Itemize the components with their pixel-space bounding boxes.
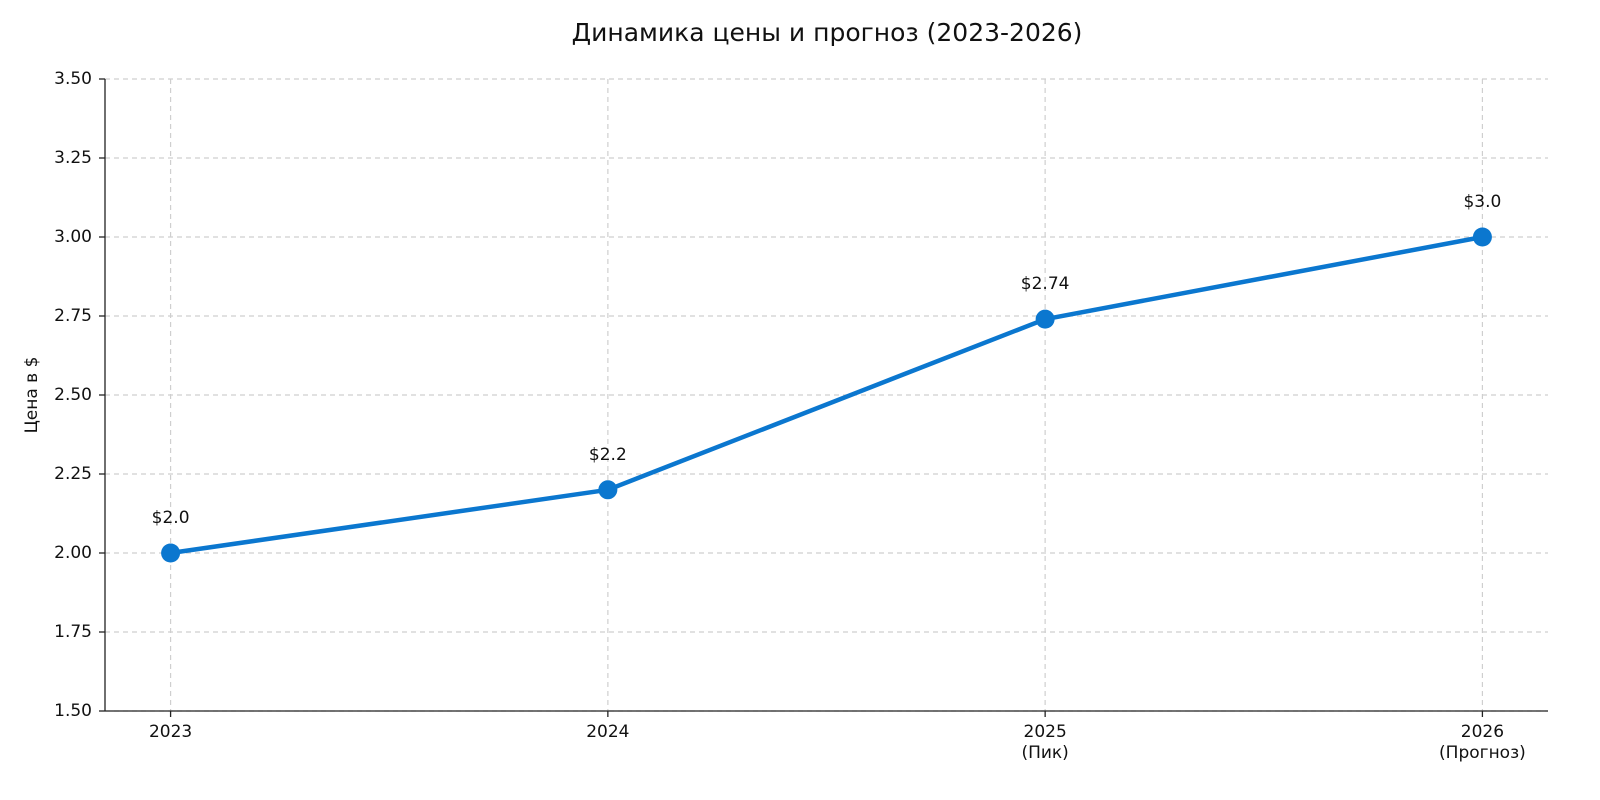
chart-title: Динамика цены и прогноз (2023-2026) — [572, 18, 1083, 47]
data-label: $2.0 — [152, 508, 190, 528]
x-tick-line: (Пик) — [1021, 743, 1068, 763]
x-tick-line: (Прогноз) — [1439, 743, 1526, 763]
line — [170, 234, 1483, 556]
y-tick-label: 2.75 — [54, 306, 92, 326]
y-tick-label: 1.75 — [54, 622, 92, 642]
x-tick-line: 2026 — [1461, 722, 1504, 742]
y-axis-label: Цена в $ — [22, 357, 42, 434]
x-tick-label: 2025 (Пик) — [1021, 722, 1068, 763]
y-tick-label: 3.00 — [54, 227, 92, 247]
x-tick-label: 2024 — [586, 722, 629, 742]
x-tick-line: 2024 — [586, 722, 629, 742]
y-tick-label: 2.25 — [54, 464, 92, 484]
x-tick-line: 2025 — [1024, 722, 1067, 742]
point — [161, 543, 181, 563]
data-label: $2.74 — [1021, 274, 1070, 294]
y-tick-label: 2.50 — [54, 385, 92, 405]
x-tick-label: 2023 — [149, 722, 192, 742]
y-tick-label: 3.25 — [54, 148, 92, 168]
data-label: $2.2 — [589, 445, 627, 465]
data-label: $3.0 — [1463, 192, 1501, 212]
point — [1472, 227, 1492, 247]
x-tick-label: 2026 (Прогноз) — [1439, 722, 1526, 763]
y-tick-label: 2.00 — [54, 543, 92, 563]
point — [1035, 309, 1055, 329]
x-tick-line: 2023 — [149, 722, 192, 742]
y-tick-label: 3.50 — [54, 69, 92, 89]
y-tick-label: 1.50 — [54, 701, 92, 721]
point — [598, 480, 618, 500]
